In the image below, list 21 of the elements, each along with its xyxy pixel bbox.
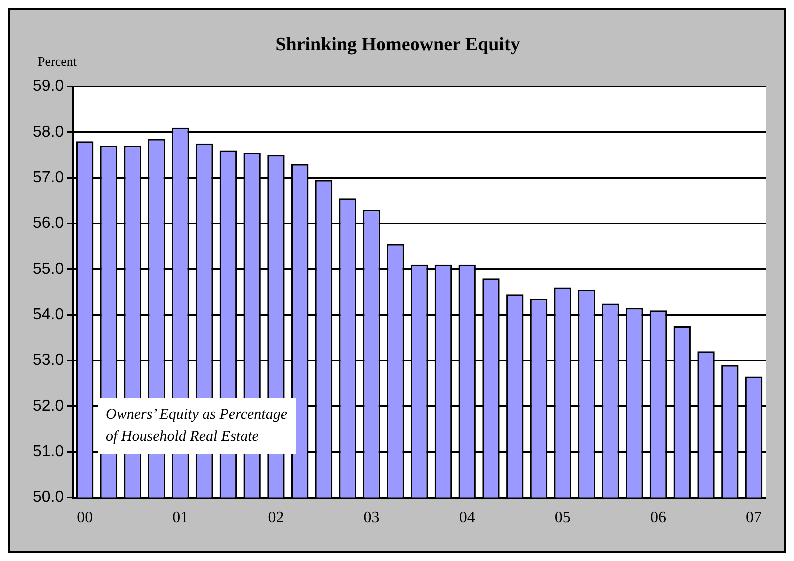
y-tick-label: 55.0 — [33, 260, 64, 278]
y-tick-label: 56.0 — [33, 215, 64, 232]
y-tick-label: 52.0 — [33, 398, 64, 415]
x-tick-label: 02 — [268, 510, 284, 527]
x-tick-label: 01 — [172, 510, 189, 527]
x-tick-label: 07 — [746, 510, 762, 527]
y-axis-title: Percent — [38, 54, 77, 70]
y-tick-label: 50.0 — [33, 489, 64, 506]
x-tick-label: 06 — [650, 510, 666, 527]
x-tick-label: 03 — [364, 510, 380, 527]
y-tick-label: 57.0 — [33, 170, 64, 187]
x-tick-label: 04 — [459, 510, 476, 527]
y-tick-label: 58.0 — [33, 124, 64, 141]
y-tick-label: 53.0 — [33, 352, 64, 370]
y-tick-label: 59.0 — [33, 78, 64, 96]
annotation: Owners’ Equity as Percentage of Household Real Estate — [98, 398, 296, 454]
y-tick-label: 54.0 — [33, 306, 64, 324]
chart-title: Shrinking Homeowner Equity — [276, 34, 521, 56]
x-tick-label: 05 — [554, 510, 571, 527]
x-tick-label: 00 — [77, 510, 94, 527]
y-tick-label: 51.0 — [33, 444, 64, 461]
